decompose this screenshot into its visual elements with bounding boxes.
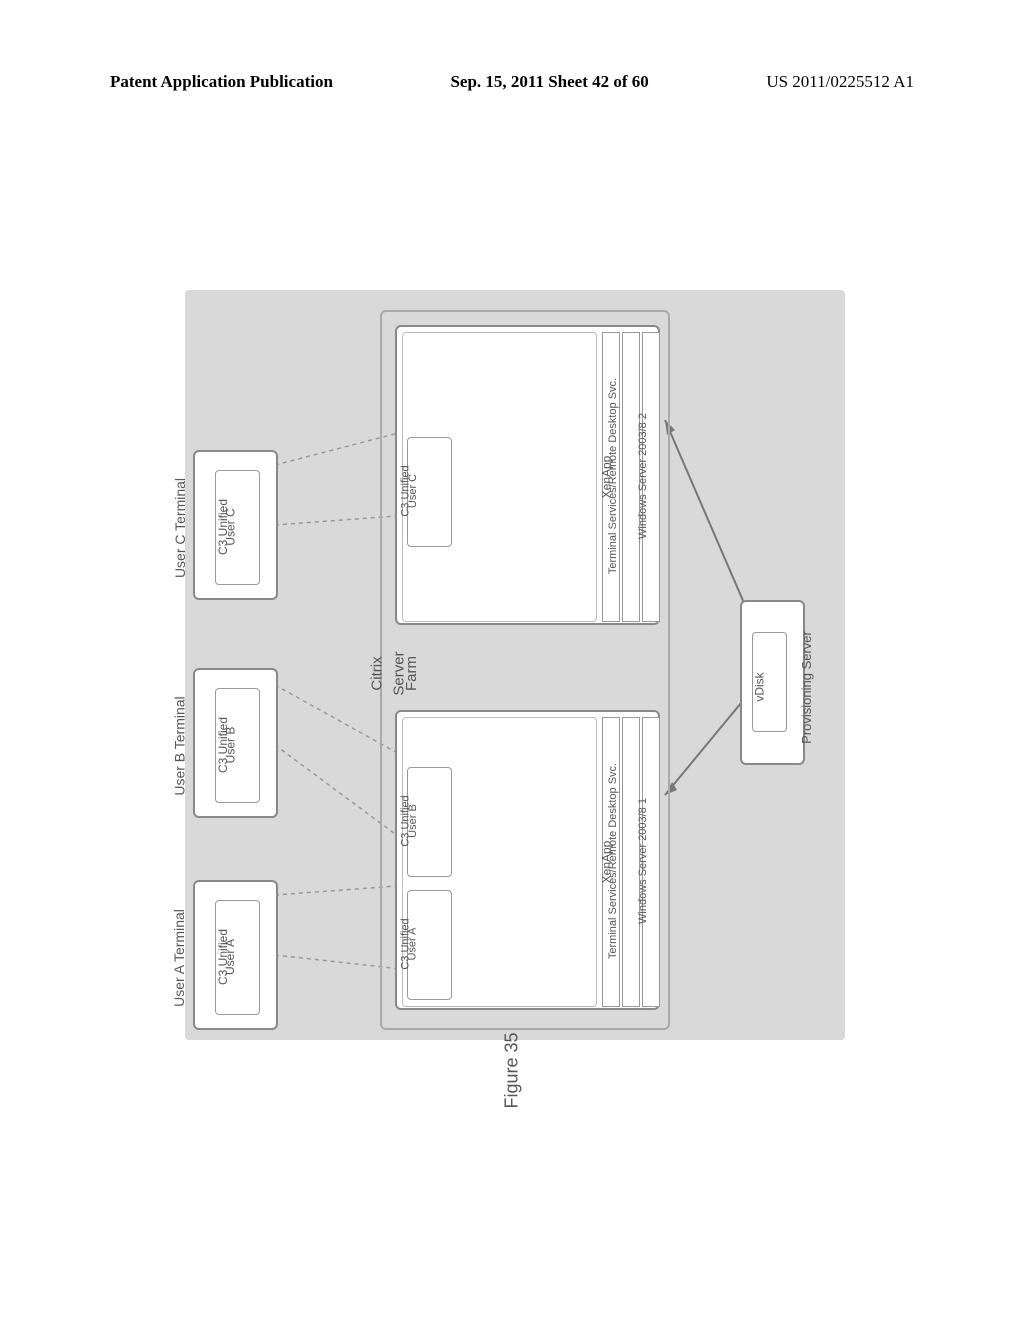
header-left: Patent Application Publication [110,72,333,92]
server-2 [395,325,660,625]
figure-label: Figure 35 [502,1032,523,1108]
provisioning-label: Provisioning Server [799,631,814,744]
terminal-b-line2: User B [223,727,237,764]
s1-sb-l2: User B [407,804,419,838]
header-mid: Sep. 15, 2011 Sheet 42 of 60 [450,72,648,92]
server1-xenapp-area [402,717,597,1007]
terminal-c-title: User C Terminal [172,478,188,578]
server-farm-label-3: Farm [403,656,420,691]
s1-sa-l2: User A [407,927,419,960]
diagram-area: User A Terminal C3 Unified User A User B… [185,290,845,1040]
terminal-b-title: User B Terminal [172,696,188,795]
terminal-a-line2: User A [223,939,237,975]
header-right: US 2011/0225512 A1 [766,72,914,92]
s1-ts: Terminal Services/Remote Desktop Svc. [607,763,619,959]
vdisk-label: vDisk [753,672,767,701]
s2-os: Windows Server 2003/8 2 [637,413,649,539]
server2-xenapp-area [402,332,597,622]
s2-ts: Terminal Services/Remote Desktop Svc. [607,378,619,574]
server-1 [395,710,660,1010]
page-header: Patent Application Publication Sep. 15, … [0,72,1024,92]
server-farm-label-1: Citrix [369,656,386,690]
s2-sc-l2: User C [407,474,419,508]
terminal-a-title: User A Terminal [171,909,187,1007]
s1-os: Windows Server 2003/8 1 [637,798,649,924]
provisioning-server [740,600,805,765]
terminal-c-line2: User C [224,508,238,545]
